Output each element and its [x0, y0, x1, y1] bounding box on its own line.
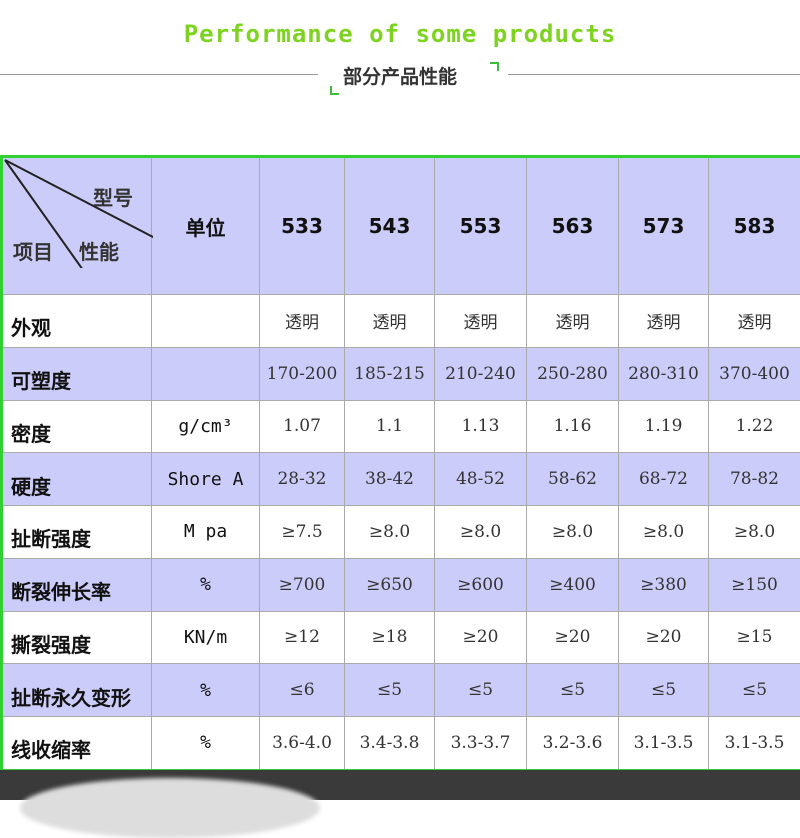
performance-table: 型号 项目 性能 单位 533 543 553 563 573 583 外观 透明… [0, 155, 800, 772]
unit-cell: % [152, 558, 260, 611]
product-photo-highlight [20, 778, 320, 838]
page-subtitle: 部分产品性能 [0, 62, 800, 89]
corner-model-label: 型号 [93, 182, 133, 211]
value-cell: ≤5 [527, 664, 619, 717]
value-cell: 透明 [709, 295, 800, 348]
value-cell: 3.2-3.6 [527, 716, 619, 770]
value-cell: 28-32 [260, 453, 345, 506]
table-row: 断裂伸长率%≥700≥650≥600≥400≥380≥150 [2, 558, 800, 611]
model-header: 563 [527, 157, 619, 295]
value-cell: 3.1-3.5 [619, 716, 709, 770]
value-cell: ≥8.0 [619, 506, 709, 559]
value-cell: 38-42 [345, 453, 435, 506]
value-cell: 1.1 [345, 400, 435, 453]
property-name: 线收缩率 [2, 716, 152, 770]
value-cell: 透明 [619, 295, 709, 348]
value-cell: ≥400 [527, 558, 619, 611]
unit-header: 单位 [152, 157, 260, 295]
value-cell: 3.4-3.8 [345, 716, 435, 770]
model-header: 543 [345, 157, 435, 295]
value-cell: ≥8.0 [435, 506, 527, 559]
value-cell: ≥650 [345, 558, 435, 611]
value-cell: 3.3-3.7 [435, 716, 527, 770]
value-cell: 1.19 [619, 400, 709, 453]
unit-cell: g/cm³ [152, 400, 260, 453]
value-cell: ≤5 [435, 664, 527, 717]
value-cell: 3.1-3.5 [709, 716, 800, 770]
property-name: 外观 [2, 295, 152, 348]
property-name: 撕裂强度 [2, 611, 152, 664]
table-row: 扯断永久变形%≤6≤5≤5≤5≤5≤5 [2, 664, 800, 717]
model-header: 533 [260, 157, 345, 295]
property-name: 扯断永久变形 [2, 664, 152, 717]
unit-cell: KN/m [152, 611, 260, 664]
value-cell: 48-52 [435, 453, 527, 506]
value-cell: 185-215 [345, 347, 435, 400]
unit-cell: % [152, 716, 260, 770]
value-cell: ≤6 [260, 664, 345, 717]
value-cell: 78-82 [709, 453, 800, 506]
unit-cell [152, 347, 260, 400]
value-cell: ≥15 [709, 611, 800, 664]
value-cell: ≤5 [709, 664, 800, 717]
corner-item-label: 项目 [13, 236, 53, 265]
property-name: 断裂伸长率 [2, 558, 152, 611]
value-cell: ≥8.0 [709, 506, 800, 559]
corner-cell: 型号 项目 性能 [2, 157, 152, 295]
value-cell: 280-310 [619, 347, 709, 400]
model-header: 583 [709, 157, 800, 295]
unit-cell [152, 295, 260, 348]
property-name: 密度 [2, 400, 152, 453]
table-row: 外观透明透明透明透明透明透明 [2, 295, 800, 348]
corner-property-label: 性能 [79, 236, 119, 265]
value-cell: 透明 [527, 295, 619, 348]
value-cell: ≥20 [619, 611, 709, 664]
value-cell: 250-280 [527, 347, 619, 400]
value-cell: ≥150 [709, 558, 800, 611]
value-cell: ≥18 [345, 611, 435, 664]
value-cell: ≥380 [619, 558, 709, 611]
value-cell: 透明 [435, 295, 527, 348]
value-cell: ≤5 [345, 664, 435, 717]
value-cell: 58-62 [527, 453, 619, 506]
value-cell: 透明 [345, 295, 435, 348]
property-name: 硬度 [2, 453, 152, 506]
value-cell: 透明 [260, 295, 345, 348]
value-cell: ≥700 [260, 558, 345, 611]
value-cell: ≥8.0 [527, 506, 619, 559]
value-cell: ≥12 [260, 611, 345, 664]
model-header: 553 [435, 157, 527, 295]
value-cell: ≥600 [435, 558, 527, 611]
value-cell: 1.16 [527, 400, 619, 453]
value-cell: 370-400 [709, 347, 800, 400]
value-cell: ≥8.0 [345, 506, 435, 559]
unit-cell: % [152, 664, 260, 717]
value-cell: ≥20 [435, 611, 527, 664]
value-cell: 210-240 [435, 347, 527, 400]
page-title: Performance of some products [0, 20, 800, 48]
value-cell: ≤5 [619, 664, 709, 717]
unit-cell: Shore A [152, 453, 260, 506]
value-cell: ≥20 [527, 611, 619, 664]
value-cell: ≥7.5 [260, 506, 345, 559]
model-header: 573 [619, 157, 709, 295]
value-cell: 68-72 [619, 453, 709, 506]
table-header-row: 型号 项目 性能 单位 533 543 553 563 573 583 [2, 157, 800, 295]
value-cell: 1.22 [709, 400, 800, 453]
value-cell: 1.07 [260, 400, 345, 453]
bracket-left [330, 86, 339, 95]
value-cell: 1.13 [435, 400, 527, 453]
property-name: 可塑度 [2, 347, 152, 400]
value-cell: 3.6-4.0 [260, 716, 345, 770]
unit-cell: M pa [152, 506, 260, 559]
bracket-right [490, 62, 499, 71]
property-name: 扯断强度 [2, 506, 152, 559]
value-cell: 170-200 [260, 347, 345, 400]
